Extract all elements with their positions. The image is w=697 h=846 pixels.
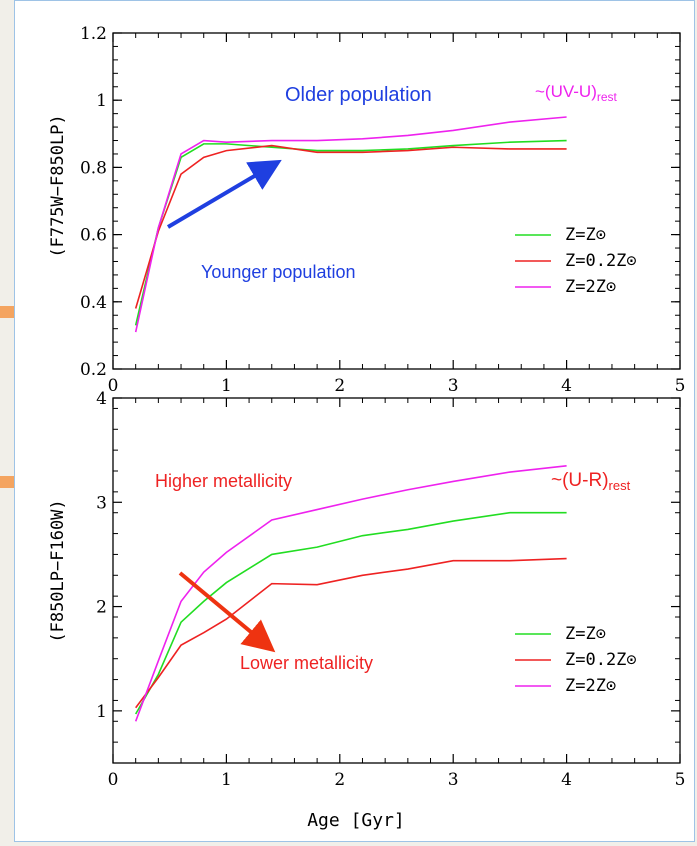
y-tick-label: 1 <box>96 91 107 111</box>
y-tick-label: 2 <box>96 598 107 618</box>
bottom-chart: 0 1 2 3 4 5 1 2 3 4 (F850LP−F160W) Age [Gyr] High… <box>48 389 685 831</box>
x-tick-label: 2 <box>334 376 345 396</box>
x-tick-label: 5 <box>675 376 686 396</box>
older-population-label: Older population <box>285 84 432 106</box>
younger-population-label: Younger population <box>201 262 355 282</box>
x-tick-label: 1 <box>221 376 232 396</box>
lower-metallicity-label: Lower metallicity <box>240 653 373 673</box>
top-chart: 0 1 2 3 4 5 0.2 0.4 0.6 0.8 1 1.2 (F775W−F850LP) Ol… <box>48 24 685 396</box>
top-y-axis-label: (F775W−F850LP) <box>48 114 68 257</box>
y-tick-label: 4 <box>96 389 107 409</box>
uv-u-rest-label: ~(UV-U)rest <box>535 82 618 104</box>
x-tick-label: 1 <box>221 770 232 790</box>
top-legend: Z=Z⊙ Z=0.2Z⊙ Z=2Z⊙ <box>515 225 637 297</box>
higher-metallicity-label: Higher metallicity <box>155 471 292 491</box>
x-tick-label: 3 <box>448 770 459 790</box>
plot-frame <box>112 32 681 370</box>
series-line-0 <box>134 139 567 326</box>
legend-label-2: Z=2Z⊙ <box>565 277 616 297</box>
x-tick-label: 0 <box>108 376 119 396</box>
figure-panel: 0 1 2 3 4 5 0.2 0.4 0.6 0.8 1 1.2 (F775W−F850LP) Ol… <box>14 0 695 842</box>
x-tick-label: 0 <box>108 770 119 790</box>
x-tick-label: 4 <box>561 770 572 790</box>
series-line-0 <box>134 511 567 715</box>
x-tick-label: 4 <box>561 376 572 396</box>
legend-label-2: Z=2Z⊙ <box>565 676 616 696</box>
series-line-2 <box>134 116 567 333</box>
older-younger-arrow <box>166 159 282 229</box>
legend-label-1: Z=0.2Z⊙ <box>565 251 637 271</box>
bottom-legend: Z=Z⊙ Z=0.2Z⊙ Z=2Z⊙ <box>515 624 637 696</box>
x-tick-label: 5 <box>675 770 686 790</box>
plot-frame <box>112 397 681 764</box>
legend-label-0: Z=Z⊙ <box>565 225 606 245</box>
uv-u-sub: rest <box>597 90 618 104</box>
u-r-rest-label: ~(U-R)rest <box>551 470 631 493</box>
y-tick-label: 3 <box>96 493 107 513</box>
x-tick-label: 3 <box>448 376 459 396</box>
legend-label-1: Z=0.2Z⊙ <box>565 650 637 670</box>
y-tick-label: 0.4 <box>80 293 107 313</box>
u-r-sub: rest <box>609 478 631 493</box>
bottom-y-axis-label: (F850LP−F160W) <box>48 499 68 642</box>
x-tick-label: 2 <box>334 770 345 790</box>
bottom-x-axis-label: Age [Gyr] <box>307 810 405 831</box>
series-line-1 <box>135 557 567 709</box>
y-tick-label: 1.2 <box>80 24 107 44</box>
y-tick-label: 0.2 <box>80 360 107 380</box>
u-r-main: ~(U-R) <box>551 470 609 491</box>
higher-lower-arrow <box>178 571 276 653</box>
y-tick-label: 0.8 <box>80 158 107 178</box>
series-line-2 <box>134 464 567 722</box>
figure-svg: 0 1 2 3 4 5 0.2 0.4 0.6 0.8 1 1.2 (F775W−F850LP) Ol… <box>48 24 685 831</box>
y-tick-label: 0.6 <box>80 226 107 246</box>
series-line-1 <box>134 144 567 309</box>
y-tick-label: 1 <box>96 702 107 722</box>
legend-label-0: Z=Z⊙ <box>565 624 606 644</box>
uv-u-main: ~(UV-U) <box>535 82 597 101</box>
